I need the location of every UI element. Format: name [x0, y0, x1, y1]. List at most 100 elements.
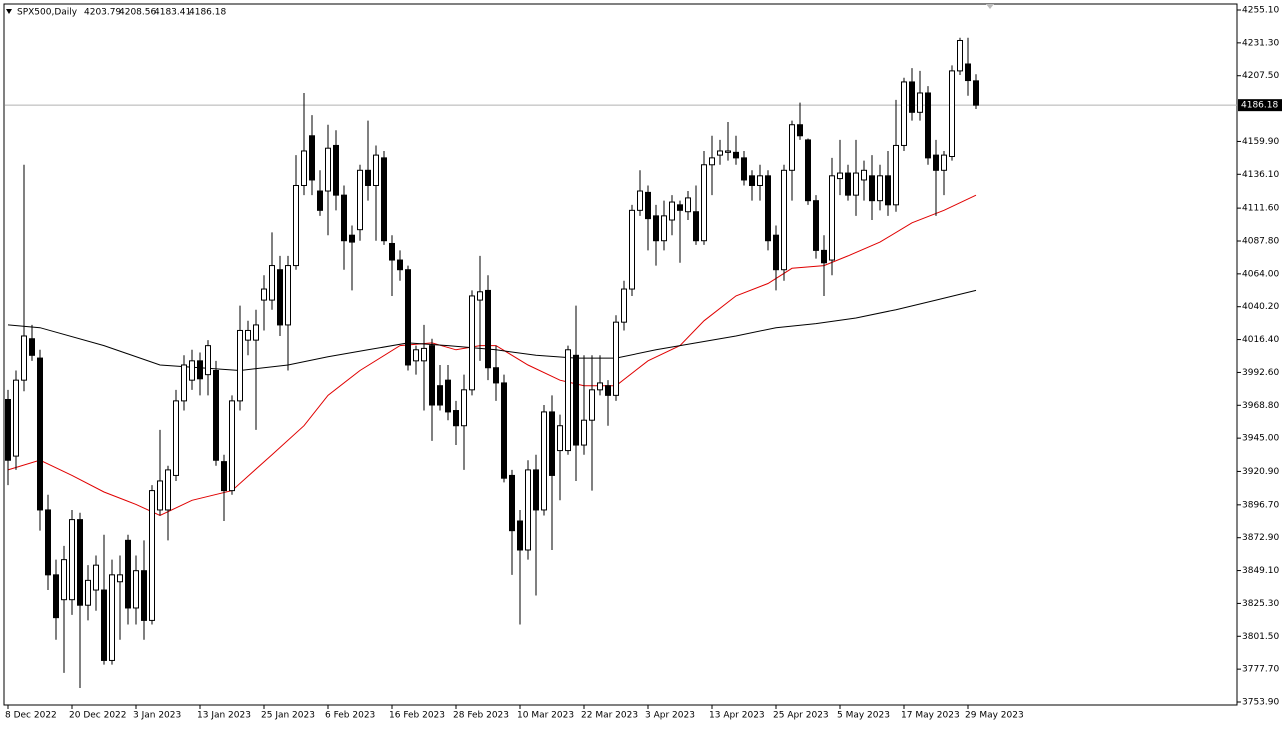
candle-body: [749, 175, 755, 186]
candle-body: [453, 410, 459, 427]
y-tick-label: 4016.40: [1242, 335, 1279, 345]
price-label: 4186.18: [1241, 101, 1278, 111]
candle-body: [61, 559, 67, 601]
candle-body: [485, 289, 491, 369]
candle-body: [565, 349, 571, 452]
candle-body: [317, 190, 323, 211]
candle-body: [773, 234, 779, 271]
candle-body: [701, 164, 707, 242]
candle-body: [901, 81, 907, 146]
candle-body: [381, 157, 387, 242]
candle-body: [429, 345, 435, 406]
candle-body: [501, 382, 507, 479]
header-high: 4208.56: [119, 8, 156, 18]
plot: [5, 37, 1237, 689]
candle-body: [69, 519, 75, 601]
y-tick-label: 4207.50: [1242, 71, 1279, 81]
y-tick-label: 3801.50: [1242, 632, 1279, 642]
candle-body: [261, 288, 267, 301]
y-tick-label: 3849.10: [1242, 566, 1279, 576]
candle-body: [469, 295, 475, 391]
candle-body: [413, 349, 419, 362]
candle-body: [861, 169, 867, 181]
candle-body: [621, 288, 627, 323]
header-low: 4183.41: [154, 8, 191, 18]
candle-body: [933, 154, 939, 171]
candle-body: [21, 335, 27, 381]
candle-body: [781, 169, 787, 271]
candle-body: [189, 360, 195, 381]
candle-body: [277, 269, 283, 326]
candle-body: [53, 574, 59, 619]
x-tick-label: 25 Apr 2023: [773, 711, 829, 721]
candle-body: [421, 347, 427, 362]
header-close: 4186.18: [189, 8, 226, 18]
candle-body: [181, 364, 187, 402]
candle-body: [405, 269, 411, 366]
candle-body: [829, 175, 835, 261]
candle-body: [885, 175, 891, 206]
x-tick-label: 5 May 2023: [837, 711, 890, 721]
candle-body: [77, 519, 83, 606]
y-tick-label: 4255.10: [1242, 6, 1279, 16]
candle-body: [341, 194, 347, 242]
x-tick-label: 13 Apr 2023: [709, 711, 765, 721]
x-tick-label: 16 Feb 2023: [389, 711, 445, 721]
y-tick-label: 4159.90: [1242, 137, 1279, 147]
y-tick-label: 3968.80: [1242, 401, 1279, 411]
candle-body: [549, 411, 555, 476]
candle-body: [653, 215, 659, 242]
plot-frame: [3, 3, 1238, 706]
y-tick-label: 3896.70: [1242, 500, 1279, 510]
candle-body: [717, 150, 723, 156]
candle-body: [725, 150, 731, 153]
y-tick-label: 3753.90: [1242, 698, 1279, 708]
candle-body: [629, 209, 635, 290]
x-tick-label: 25 Jan 2023: [261, 711, 315, 721]
candle-body: [293, 184, 299, 267]
candle-body: [837, 172, 843, 180]
x-tick-label: 10 Mar 2023: [517, 711, 574, 721]
candle-body: [581, 419, 587, 446]
candle-body: [477, 291, 483, 301]
candle-body: [37, 357, 43, 511]
candle-body: [741, 157, 747, 181]
x-tick-label: 3 Jan 2023: [133, 711, 181, 721]
y-tick-label: 4087.80: [1242, 236, 1279, 246]
candle-body: [437, 385, 443, 406]
price-label-box: [1238, 99, 1282, 112]
candle-body: [461, 389, 467, 427]
candle-body: [509, 474, 515, 532]
candle-body: [661, 215, 667, 242]
candle-body: [733, 151, 739, 159]
candle-body: [677, 204, 683, 211]
candle-body: [301, 150, 307, 186]
candle-body: [941, 154, 947, 171]
x-tick-label: 13 Jan 2023: [197, 711, 251, 721]
y-tick-label: 3945.00: [1242, 434, 1279, 444]
shift-marker: [986, 4, 994, 9]
y-tick-label: 3920.90: [1242, 467, 1279, 477]
y-tick-label: 3992.60: [1242, 368, 1279, 378]
y-tick-label: 4064.00: [1242, 269, 1279, 279]
y-tick-label: 3825.30: [1242, 599, 1279, 609]
candle-body: [149, 490, 155, 621]
candle-body: [821, 249, 827, 264]
candle-body: [589, 389, 595, 421]
candle-body: [917, 92, 923, 113]
x-tick-label: 28 Feb 2023: [453, 711, 509, 721]
candle-body: [597, 382, 603, 391]
candle-body: [757, 175, 763, 186]
x-tick-label: 17 May 2023: [901, 711, 960, 721]
x-tick-label: 29 May 2023: [965, 711, 1024, 721]
candle-body: [237, 329, 243, 402]
candle-body: [13, 379, 19, 457]
y-tick-label: 4136.10: [1242, 170, 1279, 180]
candle-body: [269, 265, 275, 301]
candle-body: [813, 200, 819, 251]
candle-body: [557, 425, 563, 452]
candle-body: [205, 345, 211, 376]
candle-body: [357, 169, 363, 231]
candle-body: [349, 234, 355, 243]
